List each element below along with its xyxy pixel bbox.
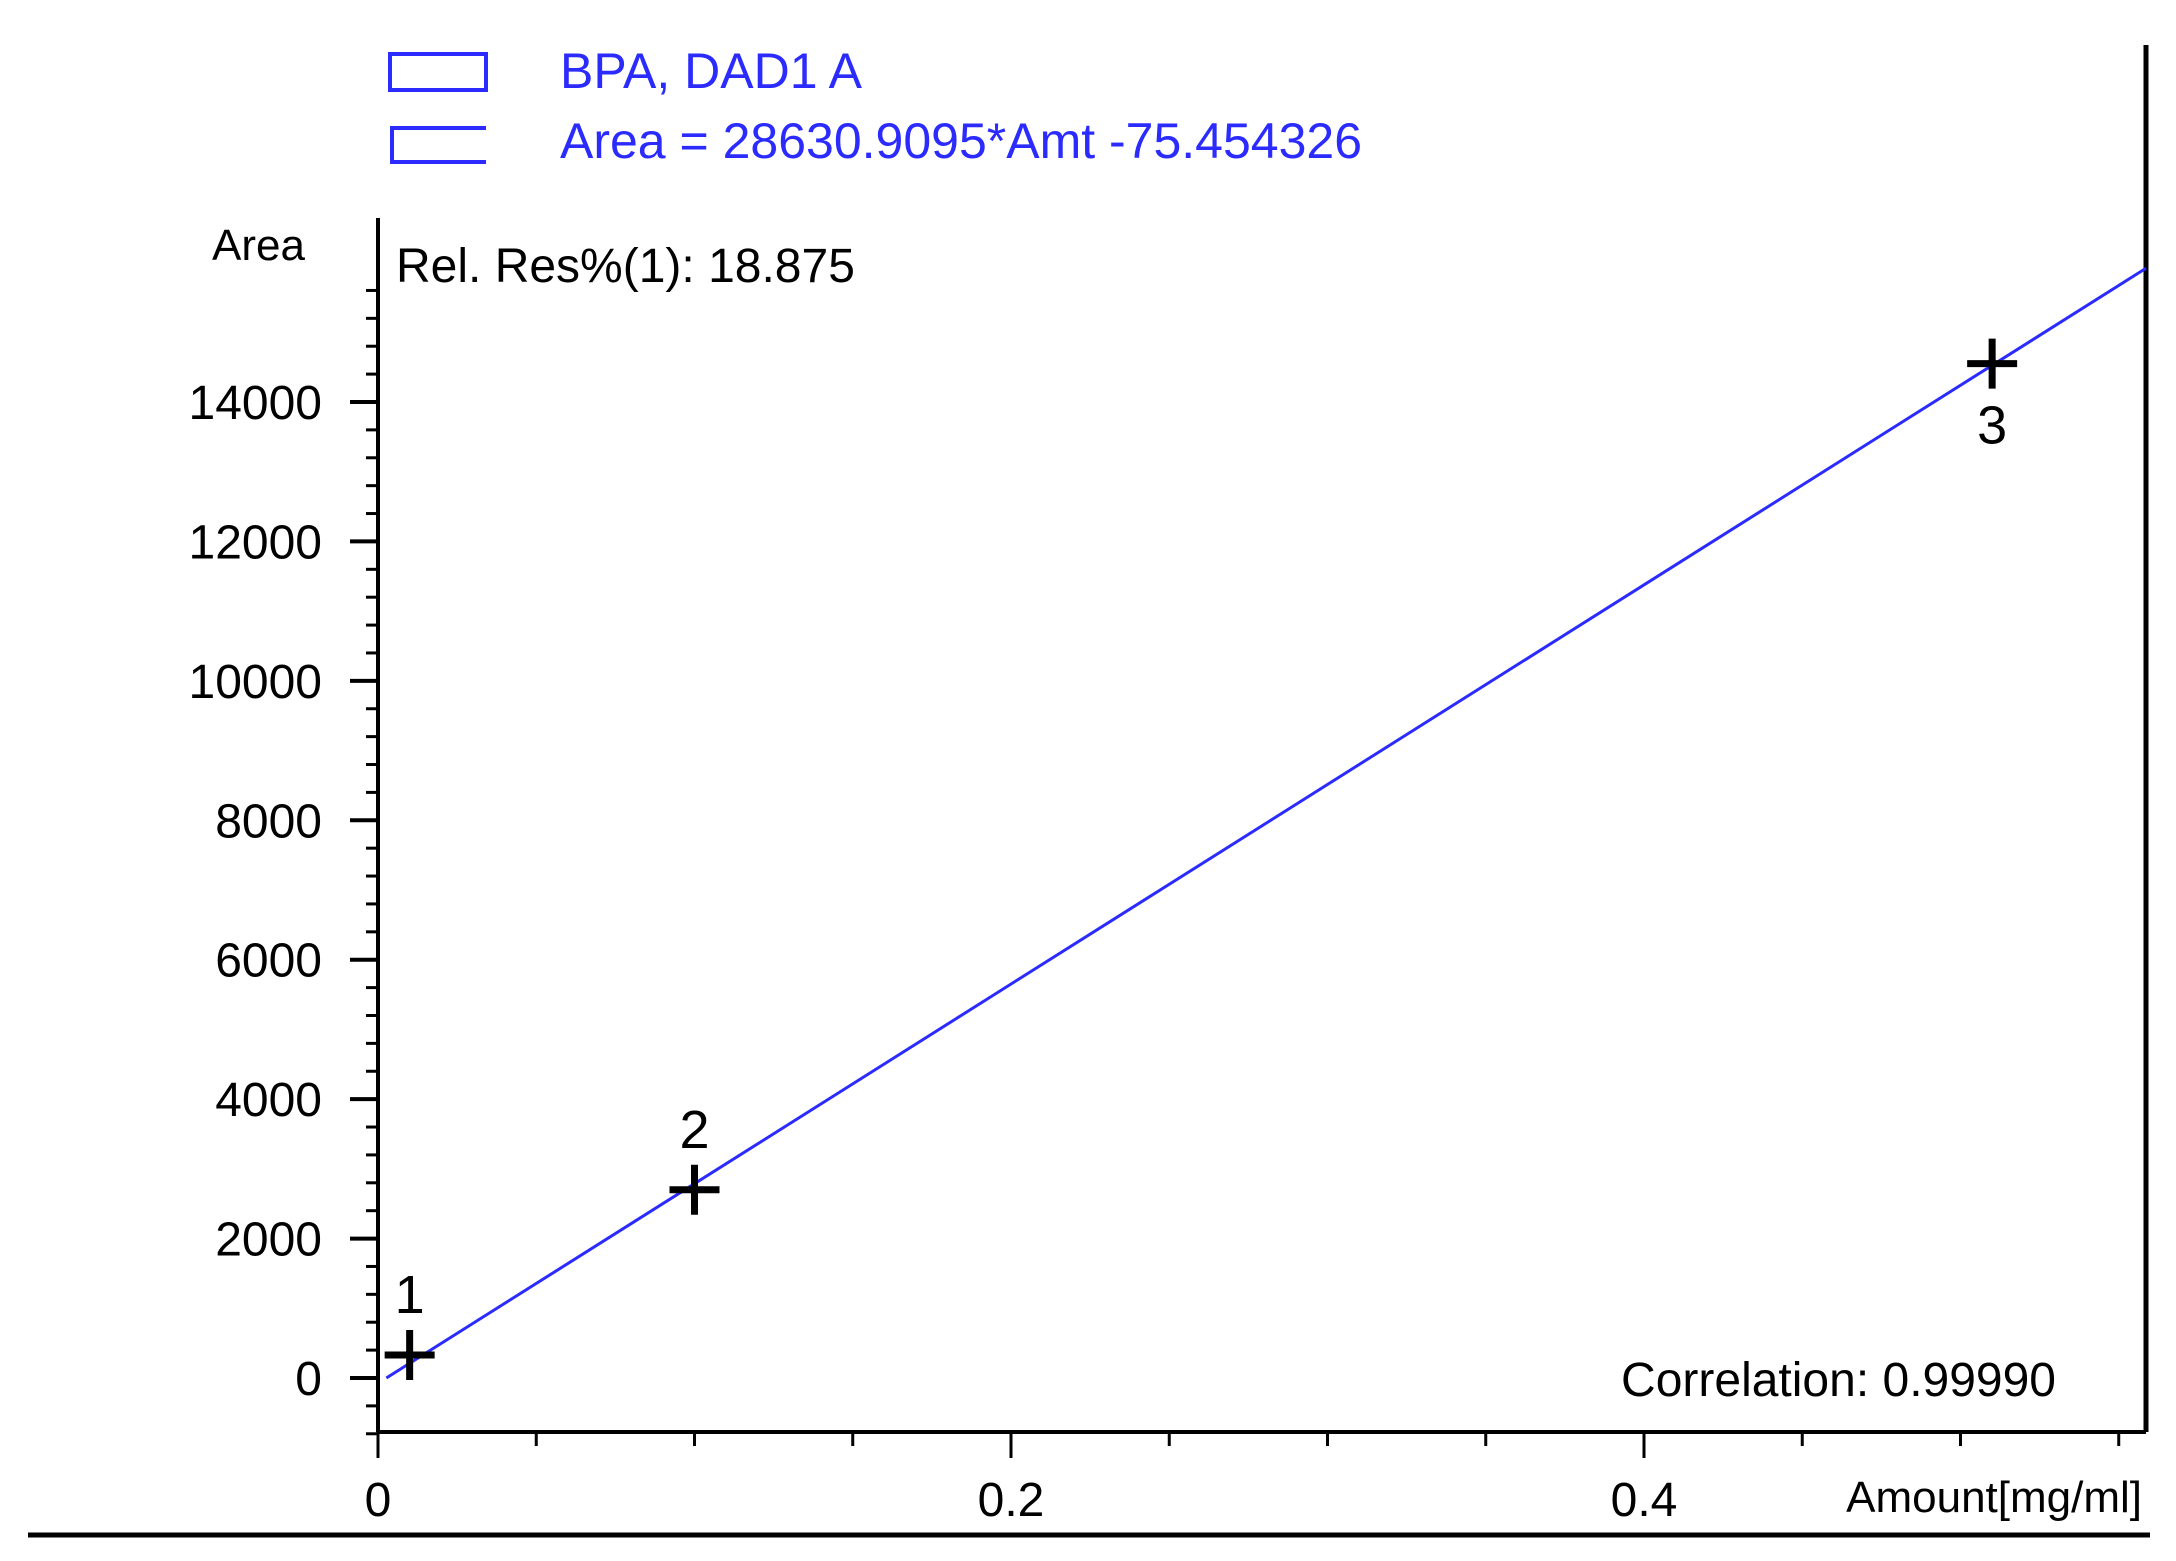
x-tick-label-0.2: 0.2 bbox=[978, 1474, 1045, 1527]
data-points bbox=[384, 338, 2018, 1380]
y-tick-label-4000: 4000 bbox=[215, 1074, 322, 1127]
y-tick-label-8000: 8000 bbox=[215, 795, 322, 848]
x-tick-label-0: 0 bbox=[365, 1474, 392, 1527]
y-axis-label: Area bbox=[212, 221, 305, 270]
legend-entry-series: BPA, DAD1 A bbox=[560, 43, 863, 99]
legend-line-marker bbox=[390, 126, 486, 164]
legend-entry-equation: Area = 28630.9095*Amt -75.454326 bbox=[560, 113, 1362, 169]
x-ticks bbox=[376, 1432, 2121, 1458]
y-tick-label-14000: 14000 bbox=[189, 377, 322, 430]
point-label-2: 2 bbox=[679, 1100, 709, 1160]
y-tick-label-6000: 6000 bbox=[215, 935, 322, 988]
legend: BPA, DAD1 A Area = 28630.9095*Amt -75.45… bbox=[388, 43, 1362, 169]
legend-box-marker bbox=[388, 52, 488, 92]
data-point-2 bbox=[669, 1164, 720, 1215]
x-tick-label-0.4: 0.4 bbox=[1611, 1474, 1678, 1527]
y-tick-label-0: 0 bbox=[295, 1353, 322, 1406]
y-minor-ticks bbox=[366, 288, 378, 1436]
rel-res-annotation: Rel. Res%(1): 18.875 bbox=[396, 240, 855, 293]
fit-line bbox=[385, 267, 2147, 1380]
point-labels: 1 2 3 bbox=[395, 396, 2008, 1325]
data-point-1 bbox=[384, 1329, 435, 1380]
data-point-3 bbox=[1967, 338, 2018, 389]
y-tick-label-10000: 10000 bbox=[189, 656, 322, 709]
x-axis-label: Amount[mg/ml] bbox=[1846, 1473, 2142, 1522]
y-tick-label-2000: 2000 bbox=[215, 1214, 322, 1267]
y-tick-labels: 0 2000 4000 6000 8000 10000 12000 14000 bbox=[189, 377, 322, 1406]
correlation-annotation: Correlation: 0.99990 bbox=[1621, 1354, 2056, 1407]
x-tick-labels: 0 0.2 0.4 bbox=[365, 1474, 1678, 1527]
y-tick-label-12000: 12000 bbox=[189, 516, 322, 569]
point-label-3: 3 bbox=[1977, 396, 2007, 456]
y-major-ticks bbox=[350, 400, 378, 1380]
point-label-1: 1 bbox=[395, 1265, 425, 1325]
axes bbox=[28, 45, 2150, 1538]
